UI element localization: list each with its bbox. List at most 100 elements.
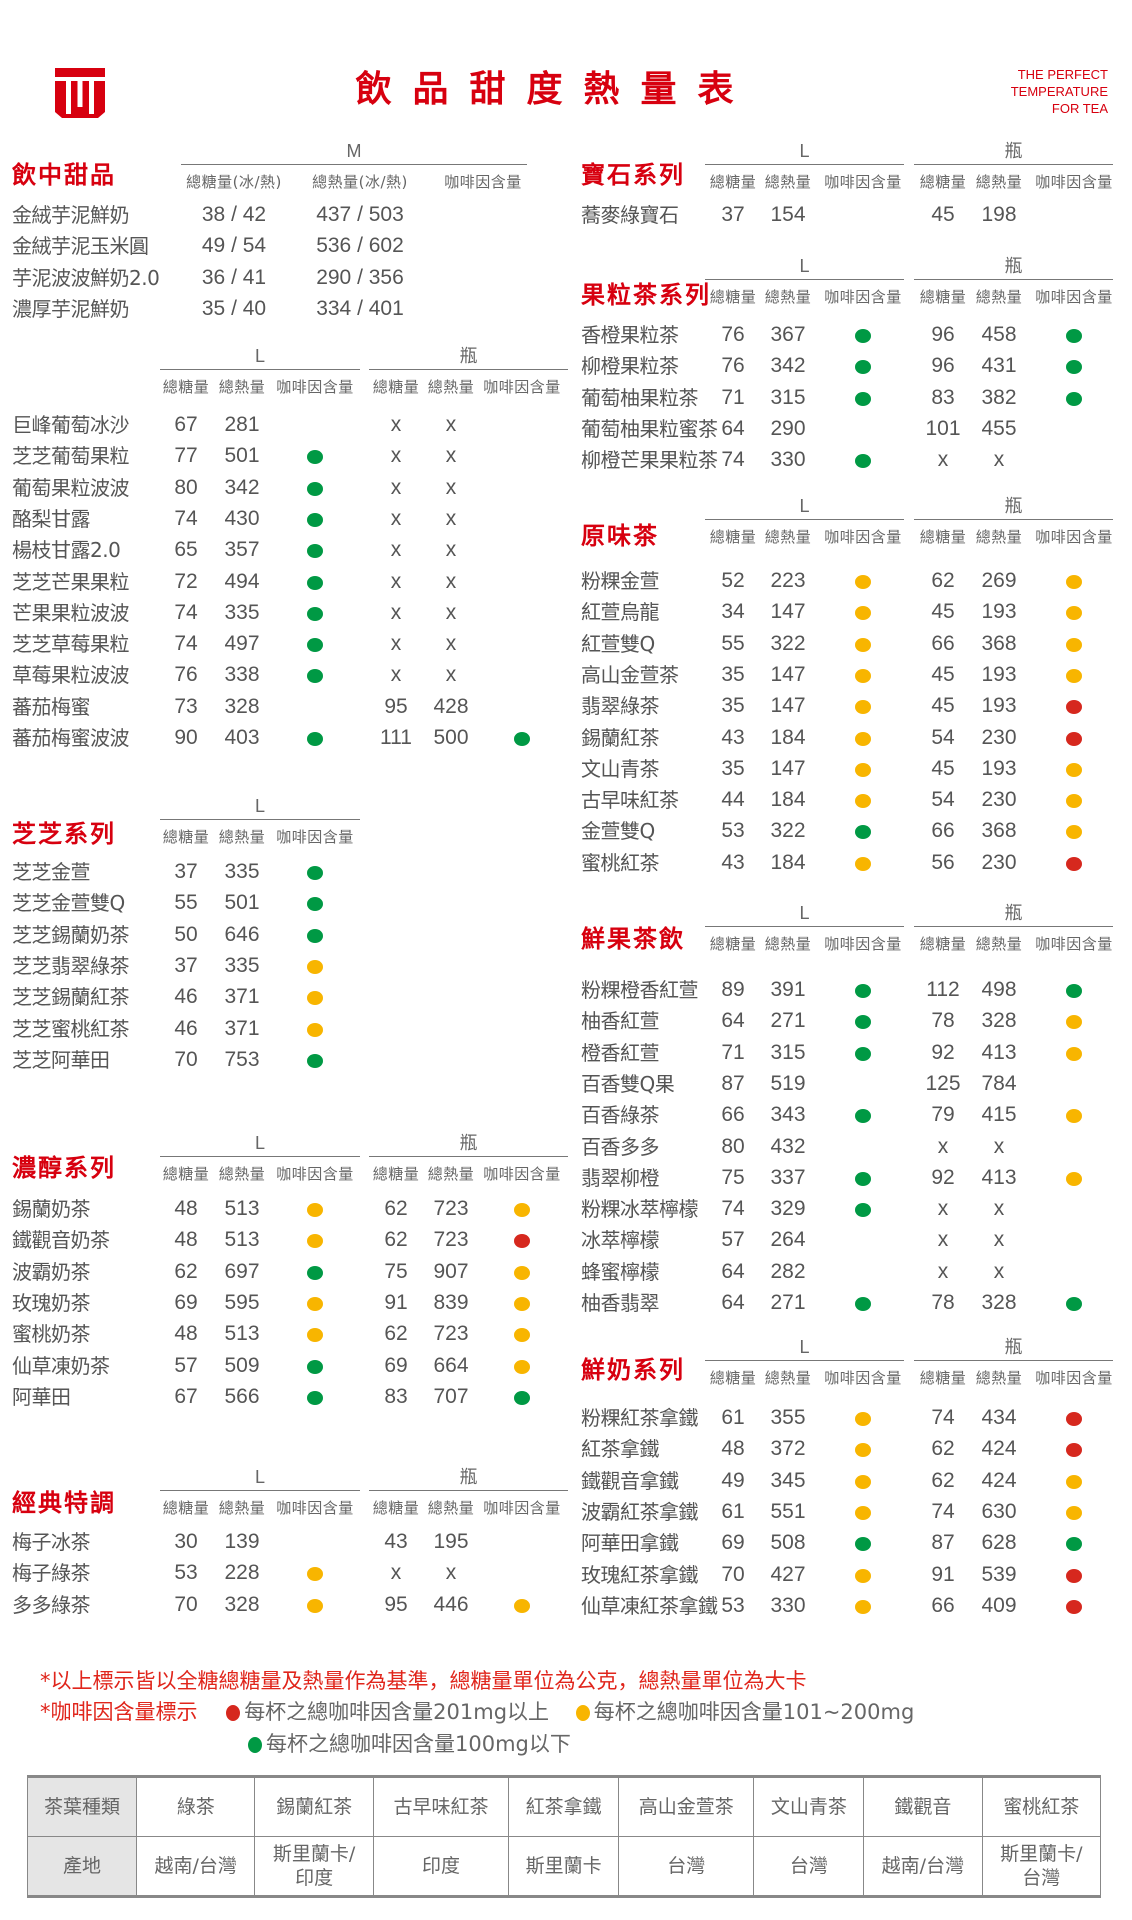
bottle-sugar-value: 54: [931, 725, 955, 749]
size-header-divider: [369, 1156, 568, 1157]
m-calorie-value: 290 / 356: [316, 265, 404, 289]
l-sugar-value: 64: [721, 1259, 745, 1283]
l-calorie-value: 501: [224, 444, 260, 468]
bottle-sugar-value: 45: [931, 203, 955, 226]
bottle-calorie-value: 368: [981, 819, 1017, 843]
l-calorie-value: 147: [770, 694, 806, 718]
l-calorie-value: 595: [224, 1290, 260, 1314]
l-sugar-value: 53: [174, 1561, 198, 1585]
bottle-calorie-value: x: [445, 538, 457, 562]
drink-name: 柳橙芒果果粒茶: [581, 448, 718, 473]
l-caffeine-yellow-dot-icon: [307, 1296, 323, 1311]
bottle-calorie-value: 230: [981, 850, 1017, 874]
l-caffeine-green-dot-icon: [855, 1297, 871, 1311]
drink-name: 紅萱烏龍: [581, 600, 660, 625]
l-sugar-value: 67: [174, 413, 198, 436]
bottle-sugar-value: x: [390, 569, 402, 593]
l-sugar-value: 55: [721, 631, 745, 655]
bottle-caffeine-green-dot-icon: [1066, 1537, 1082, 1552]
calorie-column-header: 總熱量: [764, 1369, 812, 1387]
l-calorie-value: 501: [224, 891, 260, 915]
l-calorie-value: 371: [224, 1016, 260, 1040]
origin-cell: 台灣: [753, 1836, 865, 1897]
l-sugar-value: 74: [174, 632, 198, 656]
tea-type-cell: 蜜桃紅茶: [981, 1776, 1102, 1837]
drink-name: 阿華田拿鐵: [581, 1531, 679, 1556]
l-sugar-value: 35: [721, 662, 745, 686]
legend-green: 每杯之總咖啡因含量100mg以下: [248, 1732, 571, 1756]
bottle-caffeine-green-dot-icon: [1066, 329, 1082, 343]
caffeine-column-header: 咖啡因含量: [444, 173, 522, 191]
drink-name: 芝芝草莓果粒: [12, 632, 130, 657]
bottle-sugar-value: x: [390, 600, 402, 624]
l-sugar-value: 76: [721, 323, 745, 346]
bottle-sugar-value: 111: [380, 726, 412, 749]
bottle-caffeine-yellow-dot-icon: [1066, 1505, 1082, 1520]
l-calorie-value: 328: [224, 694, 260, 718]
size-header-divider: [914, 926, 1113, 927]
l-calorie-value: 335: [224, 600, 260, 624]
drink-name: 酪梨甘露: [12, 506, 91, 531]
l-calorie-value: 753: [224, 1047, 260, 1071]
section-title-classic: 經典特調: [12, 1488, 116, 1517]
tea-type-cell: 錫蘭紅茶: [254, 1776, 374, 1837]
row-header-tea: 茶葉種類: [27, 1776, 137, 1837]
size-header-divider: [369, 369, 568, 370]
l-calorie-value: 391: [770, 978, 806, 1001]
bottle-calorie-value: x: [993, 1197, 1005, 1221]
origin-row: 產地 越南/台灣 斯里蘭卡/印度 印度 斯里蘭卡 台灣 台灣 越南/台灣 斯里蘭卡/台灣: [27, 1836, 1102, 1897]
size-header-L: L: [254, 1467, 265, 1487]
calorie-column-header: 總熱量: [975, 173, 1023, 191]
drink-name: 芝芝葡萄果粒: [12, 444, 130, 469]
l-caffeine-green-dot-icon: [855, 984, 871, 998]
tagline: THE PERFECT TEMPERATURE FOR TEA: [1011, 66, 1108, 117]
bottle-calorie-value: 230: [981, 788, 1017, 812]
bottle-sugar-value: 92: [931, 1040, 955, 1064]
bottle-caffeine-red-dot-icon: [514, 1234, 530, 1249]
drink-name: 楊枝甘露2.0: [12, 538, 121, 563]
bottle-calorie-value: 193: [981, 756, 1017, 780]
drink-name: 鐵觀音奶茶: [12, 1228, 110, 1253]
bottle-sugar-value: 112: [926, 978, 960, 1001]
m-calorie-value: 334 / 401: [316, 296, 404, 320]
l-sugar-value: 76: [721, 354, 745, 378]
l-calorie-value: 154: [770, 203, 806, 226]
row-header-origin: 產地: [27, 1836, 137, 1897]
l-calorie-value: 509: [224, 1353, 260, 1377]
page-title: 飲品甜度熱量表: [355, 68, 755, 110]
m-sugar-value: 49 / 54: [201, 234, 267, 258]
bottle-calorie-value: 428: [433, 694, 469, 718]
caffeine-column-header: 咖啡因含量: [1035, 173, 1113, 191]
bottle-sugar-value: 62: [384, 1322, 408, 1346]
bottle-sugar-value: 43: [384, 1530, 408, 1553]
section-title-original: 原味茶: [581, 521, 659, 550]
l-calorie-value: 357: [224, 538, 260, 562]
l-caffeine-green-dot-icon: [855, 1109, 871, 1124]
drink-name: 芝芝錫蘭紅茶: [12, 985, 130, 1010]
bottle-calorie-value: 784: [981, 1071, 1017, 1095]
origin-cell: 越南/台灣: [863, 1836, 983, 1897]
caffeine-column-header: 咖啡因含量: [824, 173, 902, 191]
sugar-column-header: 總糖量: [919, 173, 967, 191]
drink-name: 高山金萱茶: [581, 662, 679, 687]
drink-name: 翡翠柳橙: [581, 1165, 660, 1190]
calorie-column-header: 總熱量: [975, 288, 1023, 306]
drink-name: 粉粿金萱: [581, 569, 660, 593]
calorie-column-header: 總熱量: [427, 1499, 475, 1517]
l-sugar-value: 37: [174, 953, 198, 977]
l-sugar-value: 77: [174, 444, 198, 468]
brand-logo: [55, 68, 105, 118]
bottle-calorie-value: 382: [981, 385, 1017, 409]
drink-name: 多多綠茶: [12, 1592, 91, 1617]
l-calorie-value: 281: [224, 413, 260, 436]
l-sugar-value: 53: [721, 1593, 745, 1617]
l-sugar-value: 64: [721, 416, 745, 440]
bottle-sugar-value: x: [390, 663, 402, 687]
origin-cell: 印度: [372, 1836, 510, 1897]
bottle-sugar-value: 66: [931, 819, 955, 843]
l-sugar-value: 64: [721, 1291, 745, 1314]
l-sugar-value: 48: [721, 1437, 745, 1461]
bottle-caffeine-yellow-dot-icon: [1066, 606, 1082, 621]
drink-name: 芝芝金萱: [12, 860, 91, 884]
l-caffeine-green-dot-icon: [855, 1015, 871, 1030]
